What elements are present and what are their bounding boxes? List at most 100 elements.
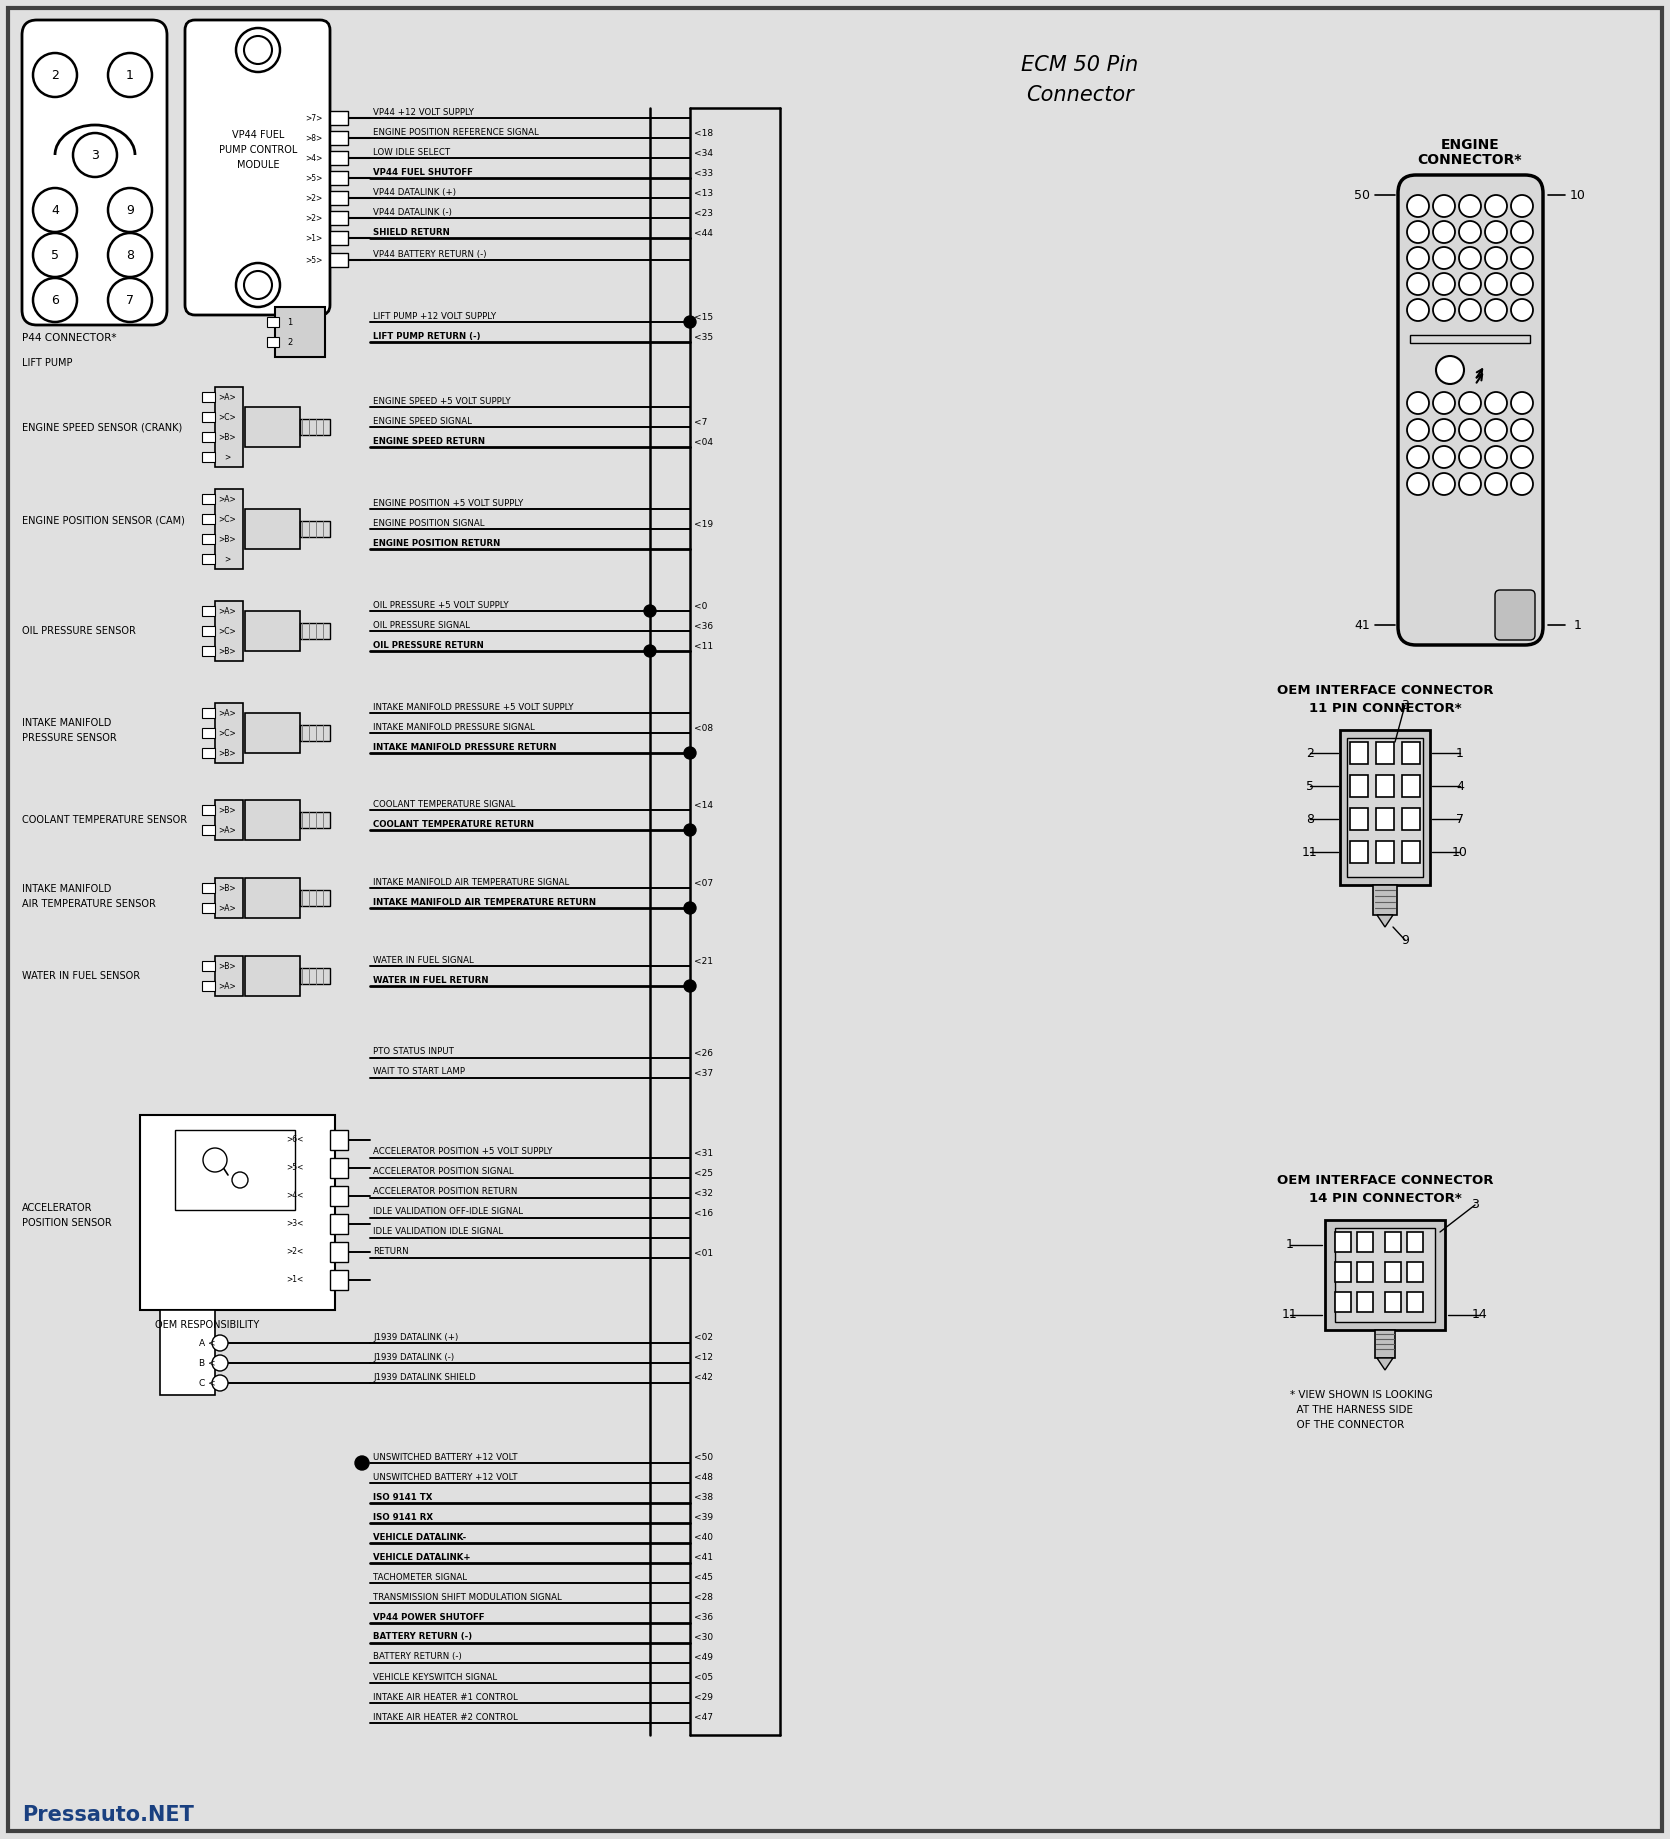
Text: 3: 3 xyxy=(1401,699,1409,712)
Circle shape xyxy=(1460,246,1481,268)
Bar xyxy=(1334,1293,1351,1311)
Text: VP44 BATTERY RETURN (-): VP44 BATTERY RETURN (-) xyxy=(372,250,486,259)
Circle shape xyxy=(244,37,272,64)
Text: B <: B < xyxy=(199,1359,215,1368)
Circle shape xyxy=(33,278,77,322)
Text: 10: 10 xyxy=(1570,189,1586,202)
Text: <7: <7 xyxy=(695,417,708,427)
Text: LIFT PUMP +12 VOLT SUPPLY: LIFT PUMP +12 VOLT SUPPLY xyxy=(372,311,496,320)
Bar xyxy=(1384,1232,1401,1252)
Text: OEM INTERFACE CONNECTOR: OEM INTERFACE CONNECTOR xyxy=(1278,1173,1493,1186)
Circle shape xyxy=(1511,473,1533,495)
Text: <39: <39 xyxy=(695,1513,713,1523)
Text: IDLE VALIDATION IDLE SIGNAL: IDLE VALIDATION IDLE SIGNAL xyxy=(372,1227,503,1236)
Text: <42: <42 xyxy=(695,1374,713,1383)
Text: PUMP CONTROL: PUMP CONTROL xyxy=(219,145,297,154)
Text: <16: <16 xyxy=(695,1208,713,1217)
Text: WATER IN FUEL SIGNAL: WATER IN FUEL SIGNAL xyxy=(372,956,474,964)
Bar xyxy=(202,708,215,717)
Text: SHIELD RETURN: SHIELD RETURN xyxy=(372,228,449,237)
Text: >C>: >C> xyxy=(219,515,235,524)
Circle shape xyxy=(1460,419,1481,441)
Bar xyxy=(331,1271,347,1289)
Circle shape xyxy=(1408,272,1430,294)
Bar xyxy=(1334,1228,1435,1322)
Text: OIL PRESSURE SENSOR: OIL PRESSURE SENSOR xyxy=(22,625,135,636)
Text: OEM INTERFACE CONNECTOR: OEM INTERFACE CONNECTOR xyxy=(1278,684,1493,697)
Text: <04: <04 xyxy=(695,438,713,447)
Text: INTAKE AIR HEATER #2 CONTROL: INTAKE AIR HEATER #2 CONTROL xyxy=(372,1712,518,1721)
Text: VP44 +12 VOLT SUPPLY: VP44 +12 VOLT SUPPLY xyxy=(372,107,474,116)
Text: 2: 2 xyxy=(52,68,58,81)
Bar xyxy=(1373,885,1398,916)
Bar xyxy=(276,307,326,357)
Text: PTO STATUS INPUT: PTO STATUS INPUT xyxy=(372,1048,454,1056)
Circle shape xyxy=(33,188,77,232)
Text: INTAKE MANIFOLD PRESSURE SIGNAL: INTAKE MANIFOLD PRESSURE SIGNAL xyxy=(372,723,534,732)
Circle shape xyxy=(1511,419,1533,441)
Bar xyxy=(202,432,215,441)
Bar xyxy=(202,495,215,504)
Text: ACCELERATOR POSITION +5 VOLT SUPPLY: ACCELERATOR POSITION +5 VOLT SUPPLY xyxy=(372,1148,553,1157)
Circle shape xyxy=(1408,447,1430,467)
Bar xyxy=(1403,840,1420,862)
Text: ENGINE POSITION REFERENCE SIGNAL: ENGINE POSITION REFERENCE SIGNAL xyxy=(372,127,539,136)
Text: >A>: >A> xyxy=(219,495,235,504)
Text: VEHICLE DATALINK+: VEHICLE DATALINK+ xyxy=(372,1552,471,1561)
Text: A <: A < xyxy=(199,1339,215,1348)
Text: 1: 1 xyxy=(1575,618,1581,631)
Text: <38: <38 xyxy=(695,1493,713,1502)
Bar xyxy=(331,232,347,245)
Circle shape xyxy=(1485,272,1506,294)
Text: >A>: >A> xyxy=(219,826,235,835)
Bar xyxy=(1403,774,1420,796)
Bar xyxy=(215,601,244,660)
Bar xyxy=(1348,737,1423,877)
Text: <05: <05 xyxy=(695,1673,713,1683)
Bar xyxy=(1349,741,1368,763)
Text: >6<: >6< xyxy=(286,1135,304,1144)
Circle shape xyxy=(1433,419,1455,441)
Polygon shape xyxy=(1378,916,1393,927)
Text: BATTERY RETURN (-): BATTERY RETURN (-) xyxy=(372,1653,461,1661)
Bar xyxy=(1358,1262,1373,1282)
Text: INTAKE MANIFOLD AIR TEMPERATURE RETURN: INTAKE MANIFOLD AIR TEMPERATURE RETURN xyxy=(372,897,596,907)
Bar xyxy=(202,883,215,894)
Text: LOW IDLE SELECT: LOW IDLE SELECT xyxy=(372,147,451,156)
Circle shape xyxy=(1485,221,1506,243)
Text: OEM RESPONSIBILITY: OEM RESPONSIBILITY xyxy=(155,1320,259,1330)
Text: MODULE: MODULE xyxy=(237,160,279,169)
Circle shape xyxy=(109,234,152,278)
Text: J1939 DATALINK (+): J1939 DATALINK (+) xyxy=(372,1333,458,1341)
Text: C <: C < xyxy=(199,1379,215,1387)
Bar xyxy=(202,607,215,616)
Bar xyxy=(331,171,347,186)
Bar xyxy=(215,956,244,997)
Text: <41: <41 xyxy=(695,1554,713,1563)
Bar xyxy=(1334,1232,1351,1252)
Text: >B>: >B> xyxy=(219,535,235,544)
Circle shape xyxy=(109,188,152,232)
Text: 8: 8 xyxy=(125,248,134,261)
Text: 11: 11 xyxy=(1283,1309,1298,1322)
Text: >B>: >B> xyxy=(219,962,235,971)
Text: >C>: >C> xyxy=(219,627,235,636)
Text: VP44 FUEL SHUTOFF: VP44 FUEL SHUTOFF xyxy=(372,167,473,177)
Text: UNSWITCHED BATTERY +12 VOLT: UNSWITCHED BATTERY +12 VOLT xyxy=(372,1473,518,1482)
Text: <25: <25 xyxy=(695,1168,713,1177)
Text: WAIT TO START LAMP: WAIT TO START LAMP xyxy=(372,1067,464,1076)
Text: TACHOMETER SIGNAL: TACHOMETER SIGNAL xyxy=(372,1572,468,1582)
Bar xyxy=(245,611,301,651)
Text: VP44 DATALINK (-): VP44 DATALINK (-) xyxy=(372,208,453,217)
Text: COOLANT TEMPERATURE SIGNAL: COOLANT TEMPERATURE SIGNAL xyxy=(372,800,516,809)
Text: OIL PRESSURE +5 VOLT SUPPLY: OIL PRESSURE +5 VOLT SUPPLY xyxy=(372,601,509,609)
Bar xyxy=(331,131,347,145)
Circle shape xyxy=(1433,300,1455,322)
Text: >1<: >1< xyxy=(286,1276,304,1284)
Text: J1939 DATALINK (-): J1939 DATALINK (-) xyxy=(372,1352,454,1361)
Circle shape xyxy=(1485,392,1506,414)
Text: ENGINE POSITION SIGNAL: ENGINE POSITION SIGNAL xyxy=(372,519,484,528)
Text: <36: <36 xyxy=(695,1613,713,1622)
Bar xyxy=(1384,1262,1401,1282)
Bar xyxy=(1349,840,1368,862)
